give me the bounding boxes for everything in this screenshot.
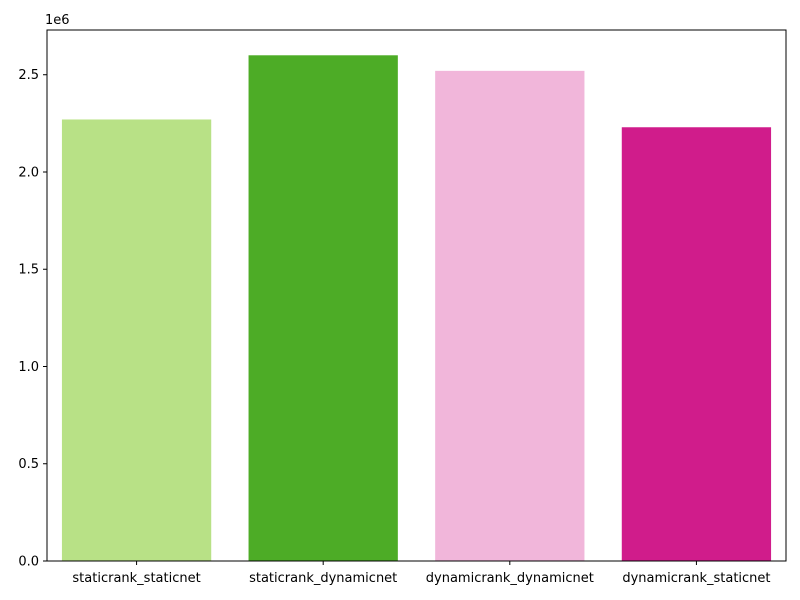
x-ticks: staticrank_staticnet staticrank_dynamicne… [72, 561, 771, 586]
bar-staticrank_staticnet [61, 119, 212, 561]
y-tick-label: 2.0 [18, 165, 39, 180]
bars-group [61, 55, 772, 562]
x-tick-label: staticrank_staticnet [72, 571, 200, 586]
y-tick-label: 1.5 [18, 263, 39, 278]
y-tick-label: 0.0 [18, 555, 39, 570]
y-ticks: 0.0 0.5 1.0 1.5 2.0 2.5 [18, 68, 47, 570]
x-tick-label: dynamicrank_dynamicnet [426, 571, 594, 586]
y-tick-label: 1.0 [18, 360, 39, 375]
y-tick-label: 2.5 [18, 68, 39, 83]
bar-dynamicrank_staticnet [621, 127, 772, 561]
y-offset-label: 1e6 [45, 13, 70, 28]
y-tick-label: 0.5 [18, 457, 39, 472]
plot-frame [46, 29, 787, 562]
bar-dynamicrank_dynamicnet [435, 70, 585, 561]
x-tick-label: dynamicrank_staticnet [622, 571, 770, 586]
x-tick-label: staticrank_dynamicnet [249, 571, 397, 586]
axes-group [46, 29, 787, 562]
bar-staticrank_dynamicnet [248, 55, 398, 562]
